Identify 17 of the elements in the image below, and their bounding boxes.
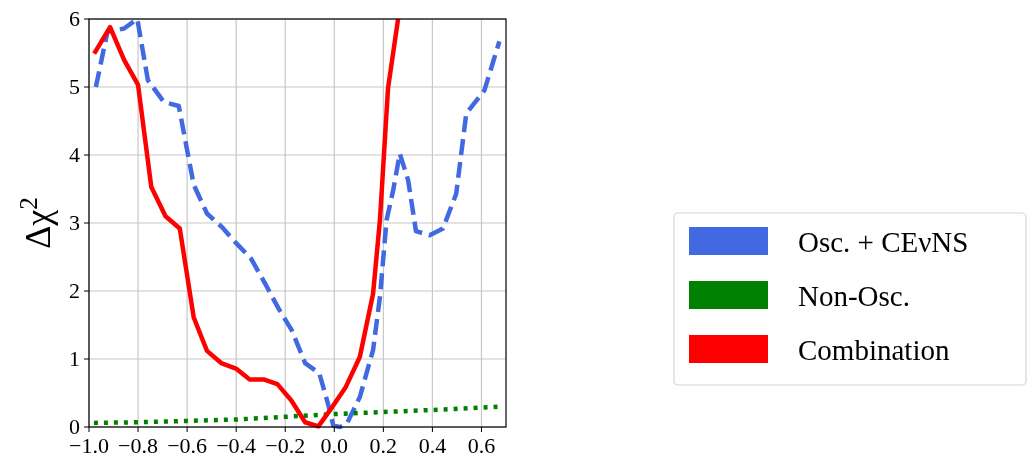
y-tick-label: 6 [69,6,80,31]
legend-label: Osc. + CEνNS [798,226,969,258]
legend-label: Non-Osc. [798,280,910,312]
y-tick-label: 1 [69,346,80,371]
y-tick-label: 3 [69,210,80,235]
y-tick-label: 4 [69,142,80,167]
x-tick-label: 0.0 [320,433,349,456]
y-tick-label: 2 [69,278,80,303]
x-tick-label: −0.2 [265,433,306,456]
x-tick-label: −0.4 [216,433,257,456]
x-tick-label: −0.6 [167,433,208,456]
x-tick-label: −0.8 [118,433,159,456]
x-tick-label: 0.4 [418,433,447,456]
x-tick-label: 0.2 [369,433,398,456]
x-tick-label: 0.6 [467,433,496,456]
y-tick-label: 5 [69,74,80,99]
legend-label: Combination [798,334,950,366]
